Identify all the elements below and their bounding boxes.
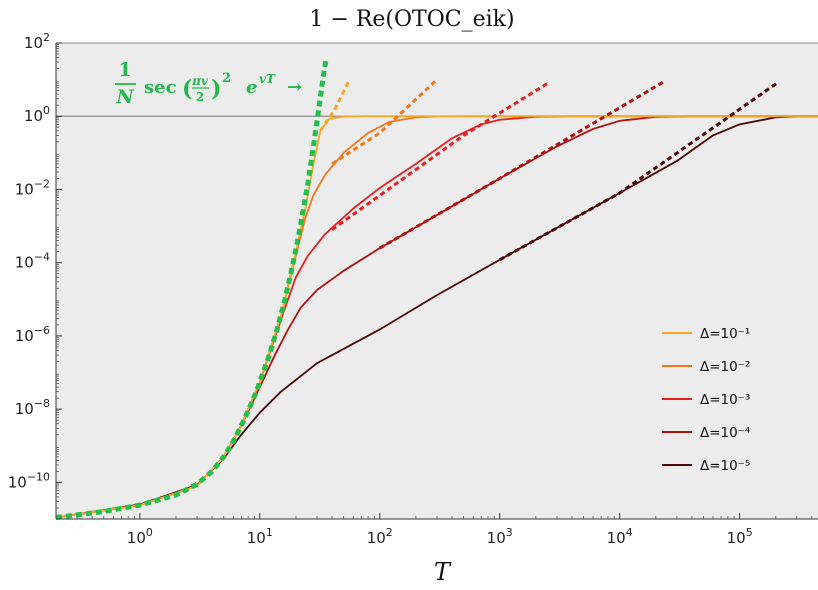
series-asymptote-3 [331, 80, 551, 231]
annotation: 1N sec(πv2) 2 e vT → [115, 59, 302, 108]
annotation-exp-superscript: vT [259, 72, 276, 86]
x-tick-label: 102 [367, 526, 393, 547]
annotation-exp-base: e [246, 77, 257, 98]
series-asymptote-2 [331, 78, 439, 166]
annotation-power: 2 [222, 71, 231, 86]
x-tick-label: 100 [127, 526, 153, 547]
x-tick-label: 101 [247, 526, 273, 547]
plot-area [56, 43, 818, 519]
series-asymptote-4 [379, 80, 664, 250]
annotation-fraction-numerator: 1 [118, 59, 131, 81]
legend-label-2: Δ=10⁻² [700, 359, 750, 375]
y-tick-label: 10−2 [15, 177, 50, 198]
x-tick-label: 103 [487, 526, 513, 547]
legend-label-5: Δ=10⁻⁵ [700, 458, 750, 474]
y-tick-label: 10−8 [15, 397, 50, 418]
chart-title: 1 − Re(OTOC_eik) [309, 7, 514, 32]
annotation-sec: sec [144, 77, 177, 98]
legend-label-3: Δ=10⁻³ [700, 392, 750, 408]
axes: 102 100 10−2 10−4 10−6 10−8 10−10 100 101 102 103 1… [8, 31, 818, 547]
legend-label-4: Δ=10⁻⁴ [700, 425, 750, 441]
annotation-paren-open: ( [182, 76, 192, 102]
annotation-paren-close: ) [211, 76, 221, 102]
plot-background [56, 43, 818, 519]
annotation-fraction-denominator: N [115, 86, 134, 108]
y-tick-label: 100 [24, 104, 50, 125]
green-asymptotic-curve [55, 60, 329, 520]
series-layer [55, 60, 818, 520]
y-tick-label: 10−4 [15, 251, 50, 272]
x-axis-label: T [434, 558, 452, 586]
y-tick-label: 102 [24, 31, 50, 52]
x-tick-label: 105 [727, 526, 753, 547]
y-tick-label: 10−6 [15, 324, 50, 345]
series-asymptote-5 [498, 80, 780, 262]
y-tick-label: 10−10 [8, 470, 50, 491]
annotation-paren-denominator: 2 [196, 90, 204, 104]
annotation-arrow: → [287, 77, 302, 98]
annotation-paren-numerator: πv [191, 74, 209, 88]
legend: Δ=10⁻¹ Δ=10⁻² Δ=10⁻³ Δ=10⁻⁴ Δ=10⁻⁵ [662, 326, 750, 474]
x-tick-label: 104 [607, 526, 633, 547]
legend-label-1: Δ=10⁻¹ [700, 326, 750, 342]
